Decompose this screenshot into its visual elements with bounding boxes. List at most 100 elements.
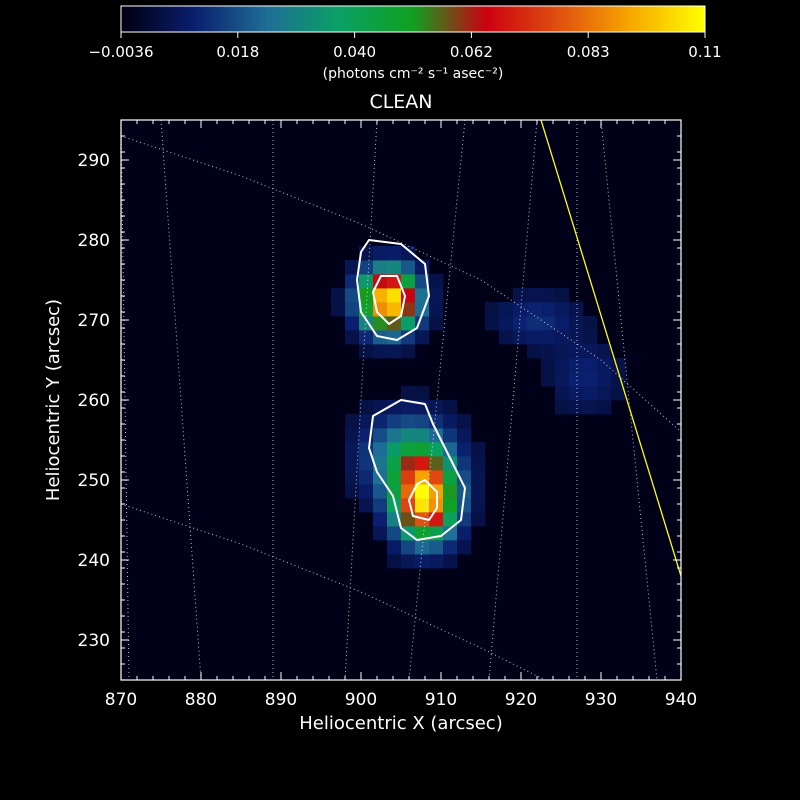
heatmap-pixel xyxy=(471,456,486,471)
heatmap-pixel xyxy=(457,498,472,513)
y-tick-label: 280 xyxy=(78,231,110,251)
y-tick-label: 290 xyxy=(78,151,110,171)
heatmap-pixel xyxy=(597,386,612,401)
heatmap-pixel xyxy=(541,358,556,373)
x-tick-label: 930 xyxy=(585,690,617,710)
x-tick-label: 880 xyxy=(185,690,217,710)
longitude-line xyxy=(488,120,538,680)
heatmap-pixel xyxy=(429,316,444,331)
heatmap-pixel xyxy=(373,288,388,303)
heatmap-pixel xyxy=(373,246,388,261)
heatmap-pixel xyxy=(471,484,486,499)
heatmap-pixel xyxy=(331,302,346,317)
contour-inner xyxy=(372,275,406,325)
heatmap-pixel xyxy=(457,512,472,527)
heatmap-pixel xyxy=(611,372,626,387)
heatmap-pixel xyxy=(555,288,570,303)
heatmap-pixel xyxy=(499,316,514,331)
y-tick-label: 270 xyxy=(78,311,110,331)
x-tick-label: 890 xyxy=(265,690,297,710)
heatmap-pixel xyxy=(513,302,528,317)
heatmap-pixel xyxy=(401,260,416,275)
heatmap-pixel xyxy=(359,260,374,275)
heatmap-pixel xyxy=(513,316,528,331)
heatmap-pixel xyxy=(387,414,402,429)
heatmap-pixel xyxy=(387,288,402,303)
heatmap-pixel xyxy=(485,302,500,317)
heatmap-pixel xyxy=(527,316,542,331)
heatmap-pixel xyxy=(359,288,374,303)
heatmap-pixel xyxy=(457,526,472,541)
heatmap-pixel xyxy=(373,316,388,331)
heatmap-pixel xyxy=(401,456,416,471)
heatmap-pixel xyxy=(345,414,360,429)
heatmap-pixel xyxy=(415,442,430,457)
heatmap-pixel xyxy=(415,386,430,401)
heatmap-pixel xyxy=(569,330,584,345)
heatmap-pixel xyxy=(597,358,612,373)
heatmap-pixel xyxy=(555,344,570,359)
heatmap-pixel xyxy=(387,554,402,569)
heatmap-pixel xyxy=(345,330,360,345)
heatmap-pixel xyxy=(345,428,360,443)
heatmap-pixel xyxy=(387,540,402,555)
heatmap-pixel xyxy=(401,428,416,443)
heatmap-pixel xyxy=(401,470,416,485)
colorbar-tick-label: 0.018 xyxy=(216,43,259,61)
heatmap-pixel xyxy=(471,442,486,457)
heatmap-pixel xyxy=(471,512,486,527)
contours xyxy=(356,239,466,541)
colorbar-tick-label: 0.083 xyxy=(567,43,610,61)
heatmap-pixel xyxy=(527,330,542,345)
heatmap-pixel xyxy=(373,260,388,275)
heatmap-pixel xyxy=(457,442,472,457)
heatmap-pixel xyxy=(527,344,542,359)
heatmap-pixel xyxy=(527,302,542,317)
heatmap-pixel xyxy=(345,442,360,457)
heatmap-pixel xyxy=(429,512,444,527)
heatmap-pixel xyxy=(611,386,626,401)
heatmap-pixel xyxy=(555,386,570,401)
heatmap-pixel xyxy=(401,400,416,415)
heatmap-pixel xyxy=(513,330,528,345)
heatmap-pixel xyxy=(429,442,444,457)
heatmap-pixel xyxy=(345,470,360,485)
heatmap-pixel xyxy=(373,526,388,541)
heatmap-pixel xyxy=(401,442,416,457)
heatmap-pixel xyxy=(555,358,570,373)
heatmap-pixel xyxy=(583,400,598,415)
heatmap-pixel xyxy=(443,400,458,415)
heatmap-pixel xyxy=(387,302,402,317)
heatmap-pixel xyxy=(415,316,430,331)
x-tick-label: 940 xyxy=(665,690,697,710)
heatmap-pixel xyxy=(443,526,458,541)
heatmap-pixel xyxy=(415,456,430,471)
y-tick-label: 250 xyxy=(78,471,110,491)
x-tick-label: 870 xyxy=(105,690,137,710)
heatmap-pixel xyxy=(443,428,458,443)
heatmap-pixel xyxy=(499,302,514,317)
heatmap-pixel xyxy=(569,344,584,359)
heatmap-pixel xyxy=(429,554,444,569)
heatmap-pixel xyxy=(443,484,458,499)
colorbar-strip xyxy=(120,5,706,33)
heatmap-pixel xyxy=(443,414,458,429)
heatmap-pixel xyxy=(457,456,472,471)
colorbar-tick-label: 0.062 xyxy=(450,43,493,61)
heatmap-pixel xyxy=(597,400,612,415)
heatmap-pixel xyxy=(415,554,430,569)
heatmap-pixel xyxy=(373,456,388,471)
heatmap-pixel xyxy=(569,358,584,373)
heatmap-pixel xyxy=(387,442,402,457)
x-tick-label: 920 xyxy=(505,690,537,710)
y-axis: 230 240 250 260 270 280 290 xyxy=(78,119,681,681)
heatmap-pixel xyxy=(401,344,416,359)
heatmap-pixel xyxy=(429,540,444,555)
heatmap-pixel xyxy=(401,386,416,401)
heatmap-pixel xyxy=(401,274,416,289)
longitude-line xyxy=(344,120,378,680)
heatmap-pixel xyxy=(359,470,374,485)
heatmap-pixel xyxy=(359,414,374,429)
heatmap-pixel xyxy=(401,316,416,331)
heatmap-pixel xyxy=(359,456,374,471)
